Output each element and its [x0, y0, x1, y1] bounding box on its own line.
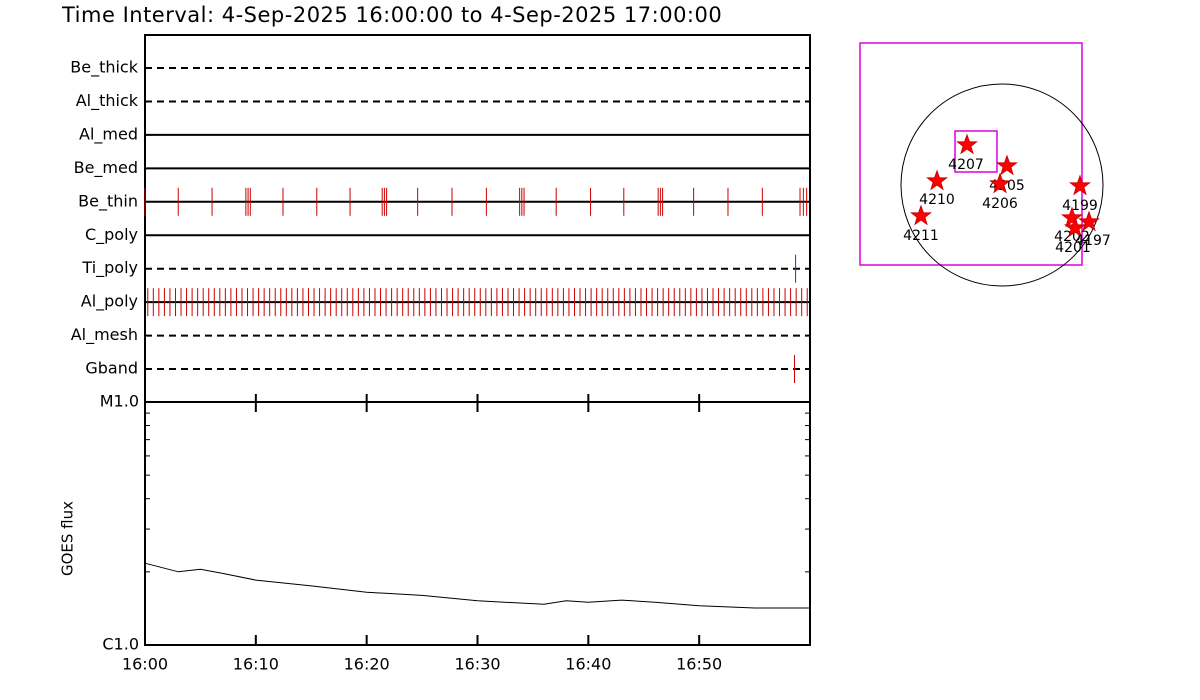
- filter-label: Ti_poly: [81, 258, 138, 278]
- y-tick-label: M1.0: [100, 392, 139, 411]
- region-star: [996, 154, 1018, 176]
- x-tick-label: 16:30: [454, 655, 500, 674]
- x-tick-label: 16:50: [676, 655, 722, 674]
- filter-label: Al_mesh: [71, 325, 138, 345]
- region-star: [1069, 174, 1091, 196]
- title: Time Interval: 4-Sep-2025 16:00:00 to 4-…: [61, 3, 722, 27]
- filter-label: Gband: [85, 359, 138, 378]
- y-tick-label: C1.0: [102, 635, 139, 654]
- region-star: [1061, 206, 1083, 228]
- filter-label: Be_thick: [70, 58, 138, 78]
- solar-limb: [900, 83, 1104, 287]
- filter-label: C_poly: [85, 225, 138, 245]
- region-label: 4202: [1054, 229, 1090, 245]
- filter-label: Be_med: [74, 158, 138, 178]
- y-axis-label: GOES flux: [59, 501, 77, 576]
- x-tick-label: 16:40: [565, 655, 611, 674]
- region-label: 4207: [948, 157, 984, 173]
- region-star: [926, 169, 948, 191]
- region-label: 4197: [1075, 233, 1111, 249]
- filter-label: Be_thin: [78, 191, 138, 211]
- region-label: 4201: [1055, 240, 1091, 256]
- region-star: [989, 172, 1011, 194]
- region-star: [1064, 216, 1086, 238]
- region-star: [910, 204, 932, 226]
- fov-box: [859, 42, 1083, 266]
- region-label: 4210: [919, 192, 955, 208]
- region-star: [956, 133, 978, 155]
- region-star: [1078, 210, 1100, 232]
- filter-label: Al_poly: [81, 292, 138, 312]
- region-label: 4211: [903, 228, 939, 244]
- filter-label: Al_thick: [76, 91, 139, 111]
- x-tick-label: 16:00: [122, 655, 168, 674]
- region-label: 4206: [982, 196, 1018, 212]
- region-label: 4199: [1062, 198, 1098, 214]
- goes-curve: [144, 562, 810, 609]
- plot-frame: [144, 34, 811, 646]
- filter-label: Al_med: [79, 124, 138, 144]
- target-box: [954, 130, 998, 173]
- x-tick-label: 16:20: [344, 655, 390, 674]
- x-tick-label: 16:10: [233, 655, 279, 674]
